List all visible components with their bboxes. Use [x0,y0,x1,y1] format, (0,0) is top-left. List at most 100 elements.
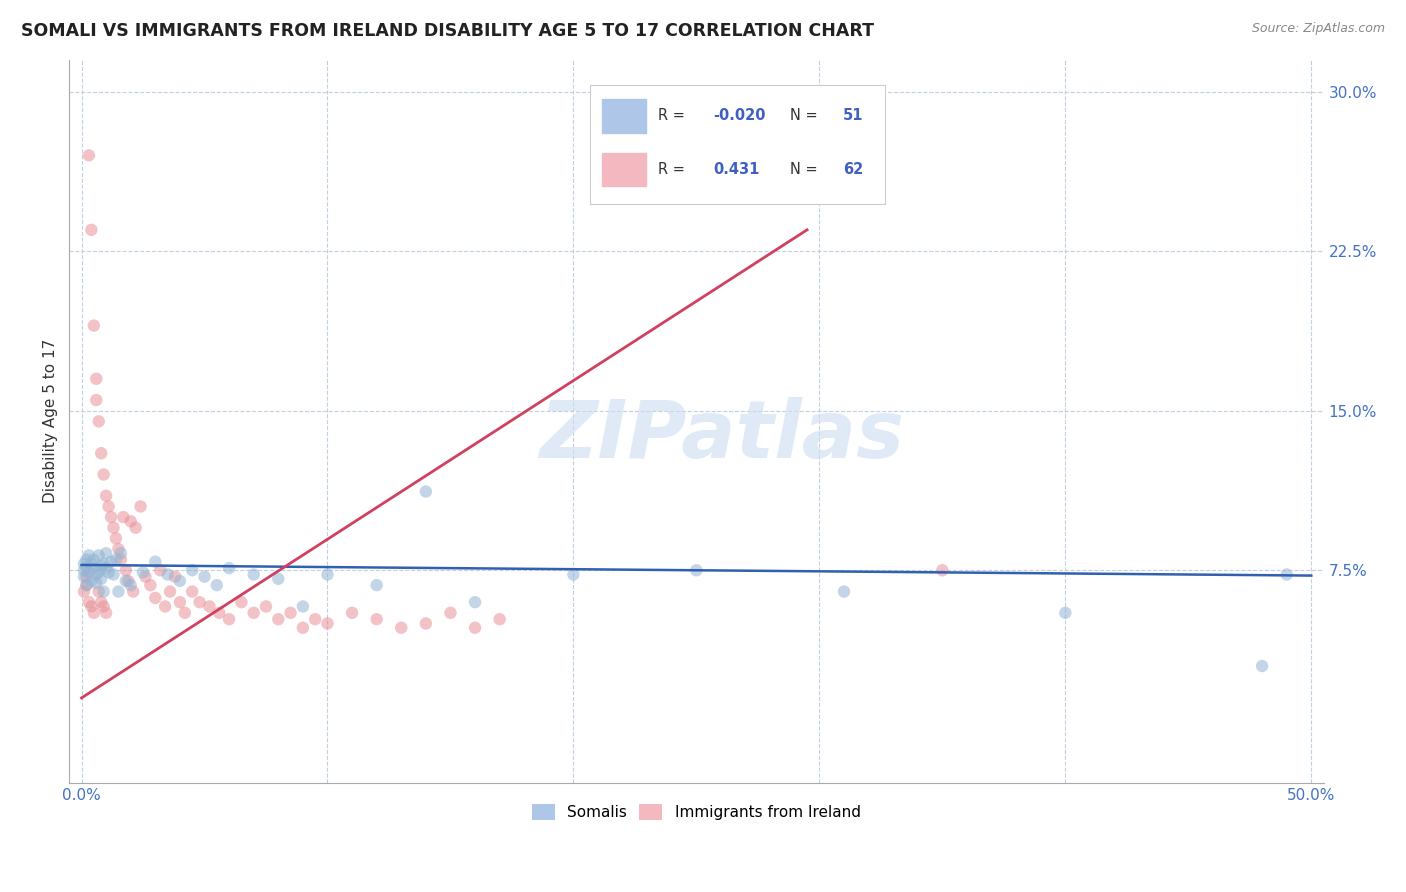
Point [439,606,461,620]
Point [173,606,195,620]
Point [104,532,127,546]
Point [97,566,120,580]
Point [80,574,103,588]
Point [280,606,302,620]
Point [124,521,146,535]
Point [107,541,129,556]
Point [103,567,125,582]
Point [685,563,707,577]
Point [93,599,115,614]
Point [291,599,314,614]
Point [83,552,105,566]
Point [488,612,510,626]
Point [75,569,97,583]
Point [149,563,172,577]
Point [114,563,136,577]
Point [242,567,264,582]
Point [87,584,110,599]
Point [104,552,127,566]
Point [218,561,240,575]
Point [205,578,228,592]
Point [75,561,97,575]
Point [84,372,107,386]
Point [366,578,388,592]
Point [316,616,339,631]
Text: Source: ZipAtlas.com: Source: ZipAtlas.com [1251,22,1385,36]
Point [84,392,107,407]
Point [94,489,117,503]
Point [75,552,97,566]
Point [90,572,112,586]
Point [73,569,96,583]
Point [107,584,129,599]
Point [366,612,388,626]
Point [120,514,142,528]
Point [110,546,132,560]
Point [114,574,136,588]
Point [129,500,152,514]
Point [464,621,486,635]
Point [143,591,166,605]
Point [97,500,120,514]
Point [100,510,122,524]
Point [110,552,132,566]
Point [94,606,117,620]
Point [90,446,112,460]
Point [80,557,103,571]
Point [153,599,176,614]
Point [93,557,115,571]
Point [84,567,107,582]
Point [77,148,100,162]
Point [122,584,145,599]
Point [117,574,139,588]
Text: ZIPatlas: ZIPatlas [538,397,904,475]
Point [1275,567,1298,582]
Point [87,549,110,563]
Point [931,563,953,577]
Point [242,606,264,620]
Point [181,584,204,599]
Point [94,561,117,575]
Point [77,595,100,609]
Point [464,595,486,609]
Point [83,561,105,575]
Point [112,510,135,524]
Point [218,612,240,626]
Point [90,595,112,609]
Point [159,584,181,599]
Point [169,595,191,609]
Point [132,566,155,580]
Point [87,414,110,428]
Point [83,606,105,620]
Point [83,318,105,333]
Point [267,572,290,586]
Point [87,566,110,580]
Point [75,578,97,592]
Point [77,566,100,580]
Point [134,569,156,583]
Point [73,563,96,577]
Point [84,576,107,591]
Point [77,549,100,563]
Y-axis label: Disability Age 5 to 17: Disability Age 5 to 17 [44,339,58,503]
Point [832,584,855,599]
Point [389,621,412,635]
Point [198,599,221,614]
Point [103,521,125,535]
Point [1054,606,1077,620]
Point [163,569,186,583]
Point [156,567,179,582]
Point [93,467,115,482]
Point [304,612,326,626]
Point [181,563,204,577]
Point [73,557,96,571]
Text: SOMALI VS IMMIGRANTS FROM IRELAND DISABILITY AGE 5 TO 17 CORRELATION CHART: SOMALI VS IMMIGRANTS FROM IRELAND DISABI… [21,22,875,40]
Point [231,595,253,609]
Point [562,567,585,582]
Point [94,546,117,560]
Point [80,223,103,237]
Point [80,599,103,614]
Point [316,567,339,582]
Point [100,555,122,569]
Point [73,584,96,599]
